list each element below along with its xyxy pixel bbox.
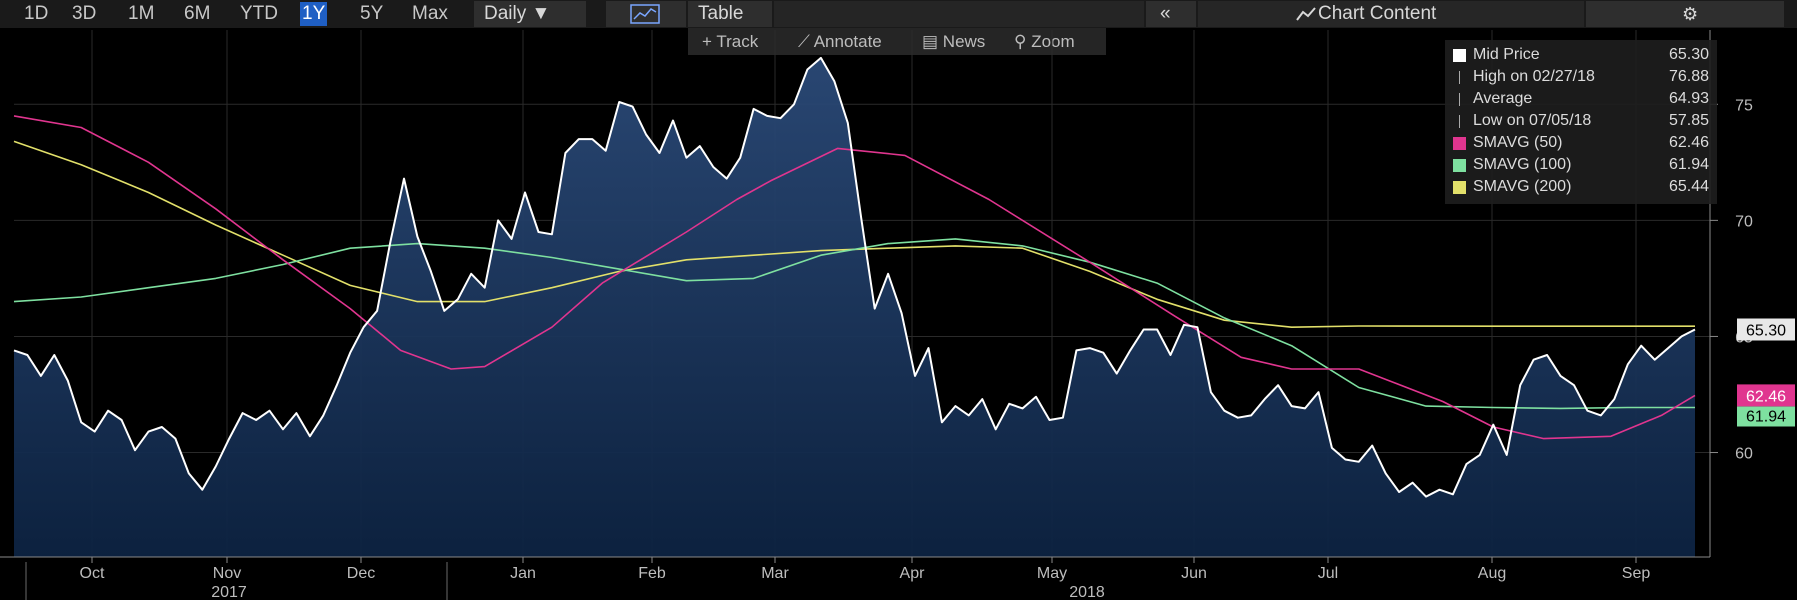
range-max[interactable]: Max — [412, 3, 448, 24]
legend-swatch — [1453, 49, 1466, 62]
annotate-tool[interactable]: ⟋ Annotate — [798, 31, 882, 53]
legend-value: 65.44 — [1668, 178, 1709, 195]
sma100-badge: 61.94 — [1737, 406, 1795, 427]
legend-value: 65.30 — [1668, 46, 1709, 63]
x-tick-label: Jun — [1181, 565, 1207, 582]
top-toolbar: 1D 3D 1M 6M YTD 1Y 5Y Max Daily ▼ Table … — [0, 0, 1797, 28]
y-tick-label: 75 — [1735, 97, 1753, 114]
range-5y[interactable]: 5Y — [360, 3, 384, 24]
chart-type-button[interactable] — [606, 1, 686, 27]
collapse-button[interactable]: « — [1146, 1, 1196, 27]
legend-row[interactable]: Low on 07/05/18 57.85 — [1445, 110, 1717, 132]
range-ytd[interactable]: YTD — [240, 3, 278, 24]
legend-name: SMAVG (100) — [1473, 156, 1572, 173]
sma50-badge-text: 62.46 — [1746, 388, 1786, 405]
legend-swatch — [1459, 71, 1467, 84]
legend-swatch — [1453, 181, 1466, 194]
legend-value: 61.94 — [1668, 156, 1709, 173]
sma100-badge-text: 61.94 — [1746, 409, 1786, 426]
toolbar-spacer — [774, 1, 1144, 27]
range-6m[interactable]: 6M — [184, 3, 211, 24]
annotate-label: Annotate — [813, 32, 882, 51]
chart-legend: Mid Price 65.30 High on 02/27/18 76.88 Avera… — [1445, 40, 1717, 204]
legend-value: 62.46 — [1668, 134, 1709, 151]
x-tick-label: Jul — [1318, 565, 1338, 582]
legend-row[interactable]: Average 64.93 — [1445, 88, 1717, 110]
legend-swatch — [1453, 137, 1466, 150]
range-1y[interactable]: 1Y — [300, 2, 328, 26]
legend-value: 76.88 — [1668, 68, 1709, 85]
pencil-icon: ⟋ — [798, 32, 810, 51]
legend-row[interactable]: High on 02/27/18 76.88 — [1445, 66, 1717, 88]
table-label: Table — [698, 3, 744, 24]
legend-name: Mid Price — [1473, 46, 1540, 63]
chart-tools-bar: + Track ⟋ Annotate ▤ News ⚲ Zoom — [688, 28, 1106, 55]
chart-content-label: Chart Content — [1318, 3, 1437, 24]
range-3d[interactable]: 3D — [72, 3, 97, 24]
x-tick-label: Feb — [638, 565, 666, 582]
legend-name: High on 02/27/18 — [1473, 68, 1595, 85]
x-tick-label: Jan — [510, 565, 536, 582]
range-1m[interactable]: 1M — [128, 3, 155, 24]
price-badge-text: 65.30 — [1746, 323, 1786, 340]
x-tick-label: Aug — [1478, 565, 1506, 582]
x-tick-label: Mar — [761, 565, 789, 582]
x-axis: Oct Nov Dec Jan Feb Mar Apr May Jun Jul Aug Sep 2017… — [0, 556, 1710, 600]
crosshair-icon: + — [702, 32, 712, 51]
collapse-icon: « — [1160, 3, 1171, 24]
interval-value: Daily ▼ — [484, 3, 551, 24]
track-label: Track — [716, 32, 759, 51]
news-label: News — [942, 32, 986, 51]
legend-row[interactable]: Mid Price 65.30 — [1445, 44, 1717, 66]
sma50-badge: 62.46 — [1737, 384, 1795, 407]
legend-swatch — [1453, 159, 1466, 172]
gear-icon: ⚙ — [1682, 4, 1699, 24]
interval-select[interactable]: Daily ▼ — [474, 1, 586, 27]
legend-value: 57.85 — [1668, 112, 1709, 129]
x-tick-label: Sep — [1622, 565, 1651, 582]
legend-name: Low on 07/05/18 — [1473, 112, 1592, 129]
y-tick-label: 60 — [1735, 446, 1753, 463]
year-label: 2018 — [1069, 584, 1105, 600]
sma200-line — [13, 140, 1695, 329]
legend-value: 64.93 — [1668, 90, 1709, 107]
sma100-line — [13, 238, 1695, 410]
legend-name: SMAVG (50) — [1473, 134, 1563, 151]
zoom-tool[interactable]: ⚲ Zoom — [1014, 31, 1075, 53]
legend-swatch — [1459, 115, 1467, 128]
zoom-label: Zoom — [1031, 32, 1075, 51]
chart-content-icon — [1296, 7, 1316, 21]
chart-content-button[interactable]: Chart Content — [1198, 1, 1584, 27]
x-tick-label: Nov — [213, 565, 241, 582]
table-button[interactable]: Table — [688, 1, 772, 27]
x-tick-label: May — [1037, 565, 1067, 582]
x-tick-label: Apr — [900, 565, 926, 582]
price-line — [13, 56, 1696, 498]
news-tool[interactable]: ▤ News — [922, 31, 985, 53]
y-tick-label: 70 — [1735, 213, 1753, 230]
x-tick-label: Dec — [347, 565, 375, 582]
line-chart-icon — [630, 4, 660, 24]
sma50-line — [13, 115, 1696, 440]
year-label: 2017 — [211, 584, 247, 600]
legend-name: SMAVG (200) — [1473, 178, 1572, 195]
legend-row[interactable]: SMAVG (200) 65.44 — [1445, 176, 1717, 198]
magnifier-icon: ⚲ — [1014, 32, 1027, 51]
price-area-fill — [14, 57, 1695, 558]
settings-button[interactable]: ⚙ — [1586, 1, 1784, 27]
news-icon: ▤ — [922, 32, 939, 51]
range-1d[interactable]: 1D — [24, 3, 49, 24]
legend-name: Average — [1473, 90, 1533, 107]
legend-row[interactable]: SMAVG (100) 61.94 — [1445, 154, 1717, 176]
legend-row[interactable]: SMAVG (50) 62.46 — [1445, 132, 1717, 154]
price-badge: 65.30 — [1737, 318, 1795, 341]
x-tick-label: Oct — [80, 565, 105, 582]
legend-swatch — [1459, 93, 1467, 106]
track-tool[interactable]: + Track — [702, 31, 758, 53]
